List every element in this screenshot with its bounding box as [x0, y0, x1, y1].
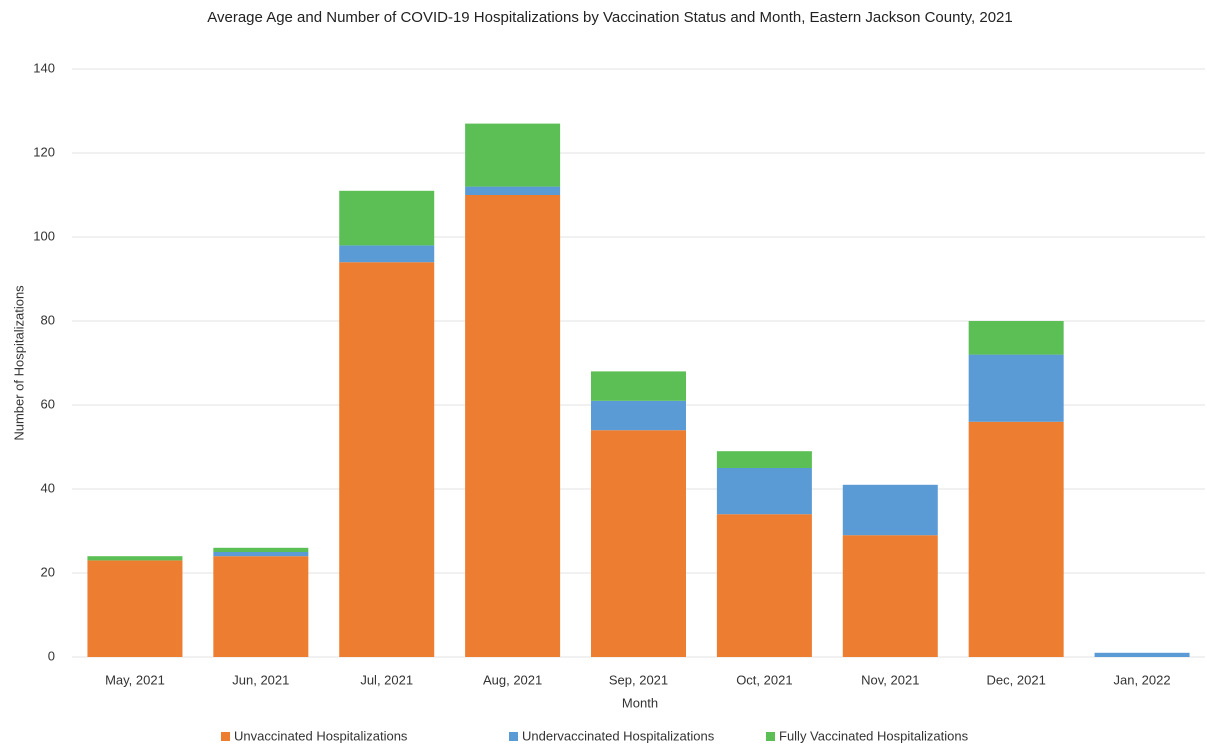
bar-segment — [716, 514, 812, 657]
bar-segment — [842, 484, 938, 536]
legend-label: Unvaccinated Hospitalizations — [234, 728, 408, 743]
y-tick-label: 80 — [41, 312, 55, 327]
y-tick-label: 100 — [33, 228, 55, 243]
bar-segment — [716, 468, 812, 515]
y-tick-label: 120 — [33, 144, 55, 159]
x-axis-label: Month — [622, 695, 658, 710]
bar-segment — [716, 451, 812, 468]
bar-segment — [339, 190, 435, 246]
y-tick-label: 60 — [41, 396, 55, 411]
y-tick-label: 140 — [33, 60, 55, 75]
bar-segment — [465, 186, 561, 195]
bar-segment — [968, 321, 1064, 355]
y-tick-label: 20 — [41, 564, 55, 579]
legend-swatch — [221, 732, 230, 741]
x-tick-label: Dec, 2021 — [987, 672, 1046, 687]
legend-swatch — [766, 732, 775, 741]
bar-segment — [339, 262, 435, 657]
x-tick-label: May, 2021 — [105, 672, 165, 687]
x-tick-label: Jul, 2021 — [360, 672, 413, 687]
x-tick-label: Nov, 2021 — [861, 672, 919, 687]
chart-title: Average Age and Number of COVID-19 Hospi… — [207, 9, 1013, 26]
bar-segment — [968, 354, 1064, 422]
bar-segment — [213, 547, 309, 552]
y-tick-label: 40 — [41, 480, 55, 495]
bar-segment — [591, 430, 686, 657]
bar-segment — [339, 245, 435, 263]
legend-swatch — [509, 732, 518, 741]
y-tick-label: 0 — [48, 648, 55, 663]
legend-label: Undervaccinated Hospitalizations — [522, 728, 715, 743]
bar-segment — [968, 421, 1064, 657]
bar-segment — [591, 400, 686, 431]
bar-segment — [842, 535, 938, 657]
x-tick-label: Aug, 2021 — [483, 672, 542, 687]
bar-segment — [591, 371, 686, 401]
bar-segment — [213, 552, 309, 557]
bar-segment — [465, 195, 561, 657]
x-tick-label: Jun, 2021 — [232, 672, 289, 687]
bar-segment — [465, 123, 561, 187]
bar-segment — [213, 556, 309, 657]
x-tick-label: Sep, 2021 — [609, 672, 668, 687]
legend-label: Fully Vaccinated Hospitalizations — [779, 728, 969, 743]
bar-segment — [87, 556, 183, 561]
bar-segment — [87, 560, 183, 657]
y-axis-label: Number of Hospitalizations — [11, 285, 26, 441]
x-tick-label: Jan, 2022 — [1114, 672, 1171, 687]
bar-segment — [1094, 652, 1190, 657]
x-tick-label: Oct, 2021 — [736, 672, 792, 687]
